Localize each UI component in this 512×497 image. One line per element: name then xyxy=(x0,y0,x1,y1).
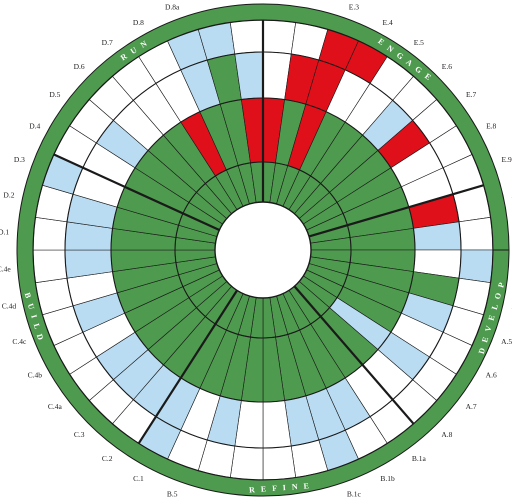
cell-c-4e-ring-1 xyxy=(32,249,68,284)
section-band-ring xyxy=(16,3,510,497)
spoke-label: D.8a xyxy=(165,2,180,11)
cell-e-1-ring-1 xyxy=(262,19,297,55)
section-divider xyxy=(129,289,238,458)
cell-a-2-ring-1 xyxy=(458,216,494,251)
cell-b-2b-ring-1 xyxy=(262,445,297,481)
spoke-label: C.1 xyxy=(133,474,144,483)
spoke-label: C.4e xyxy=(0,265,11,274)
section-divider xyxy=(293,285,425,437)
cell-b-3-ring-1 xyxy=(229,445,264,481)
section-label: R E F I N E xyxy=(249,481,311,494)
spoke-label: E.8 xyxy=(486,121,496,130)
spoke-label: C.4b xyxy=(28,371,43,380)
section-divider xyxy=(38,146,220,232)
spoke-label: D.4 xyxy=(29,121,40,130)
spoke-label: B.1c xyxy=(347,490,362,497)
cell-a-3-ring-1 xyxy=(458,249,494,284)
spoke-label: E.3 xyxy=(349,2,359,11)
section-divider xyxy=(308,179,500,238)
spoke-label: D.8b xyxy=(200,0,215,1)
ring-circle xyxy=(214,201,312,299)
spoke-label: C.4d xyxy=(2,301,17,310)
spoke-label: D.8 xyxy=(133,18,144,27)
spoke-label: B.1b xyxy=(380,474,395,483)
spoke-label: D.5 xyxy=(49,90,60,99)
spoke-label: E.5 xyxy=(414,38,424,47)
spoke-label: A.8 xyxy=(441,430,452,439)
spoke-label: D.6 xyxy=(74,62,85,71)
spoke-label: E.9 xyxy=(501,155,511,164)
spoke-label: C.3 xyxy=(74,430,85,439)
spoke-label: D.1 xyxy=(0,227,9,236)
spoke-label: D.3 xyxy=(14,155,25,164)
spoke-label: A.5 xyxy=(501,337,512,346)
spoke-label: A.6 xyxy=(486,371,497,380)
cell-d-1-ring-1 xyxy=(32,216,68,251)
spoke-label: A.7 xyxy=(466,402,477,411)
spoke-label: B.5 xyxy=(167,490,178,497)
spoke-label: E.2 xyxy=(313,0,323,1)
spoke-label: C.4c xyxy=(12,337,27,346)
spoke-label: C.4a xyxy=(48,402,63,411)
spoke-label: E.4 xyxy=(382,18,392,27)
spoke-label: E.7 xyxy=(466,90,476,99)
spoke-label: E.6 xyxy=(442,62,452,71)
spoke-label: D.7 xyxy=(102,38,113,47)
spoke-label: B.1a xyxy=(412,454,427,463)
cell-d-10-ring-1 xyxy=(229,19,264,55)
spoke-label: C.2 xyxy=(102,454,113,463)
spoke-label: D.2 xyxy=(3,191,14,200)
